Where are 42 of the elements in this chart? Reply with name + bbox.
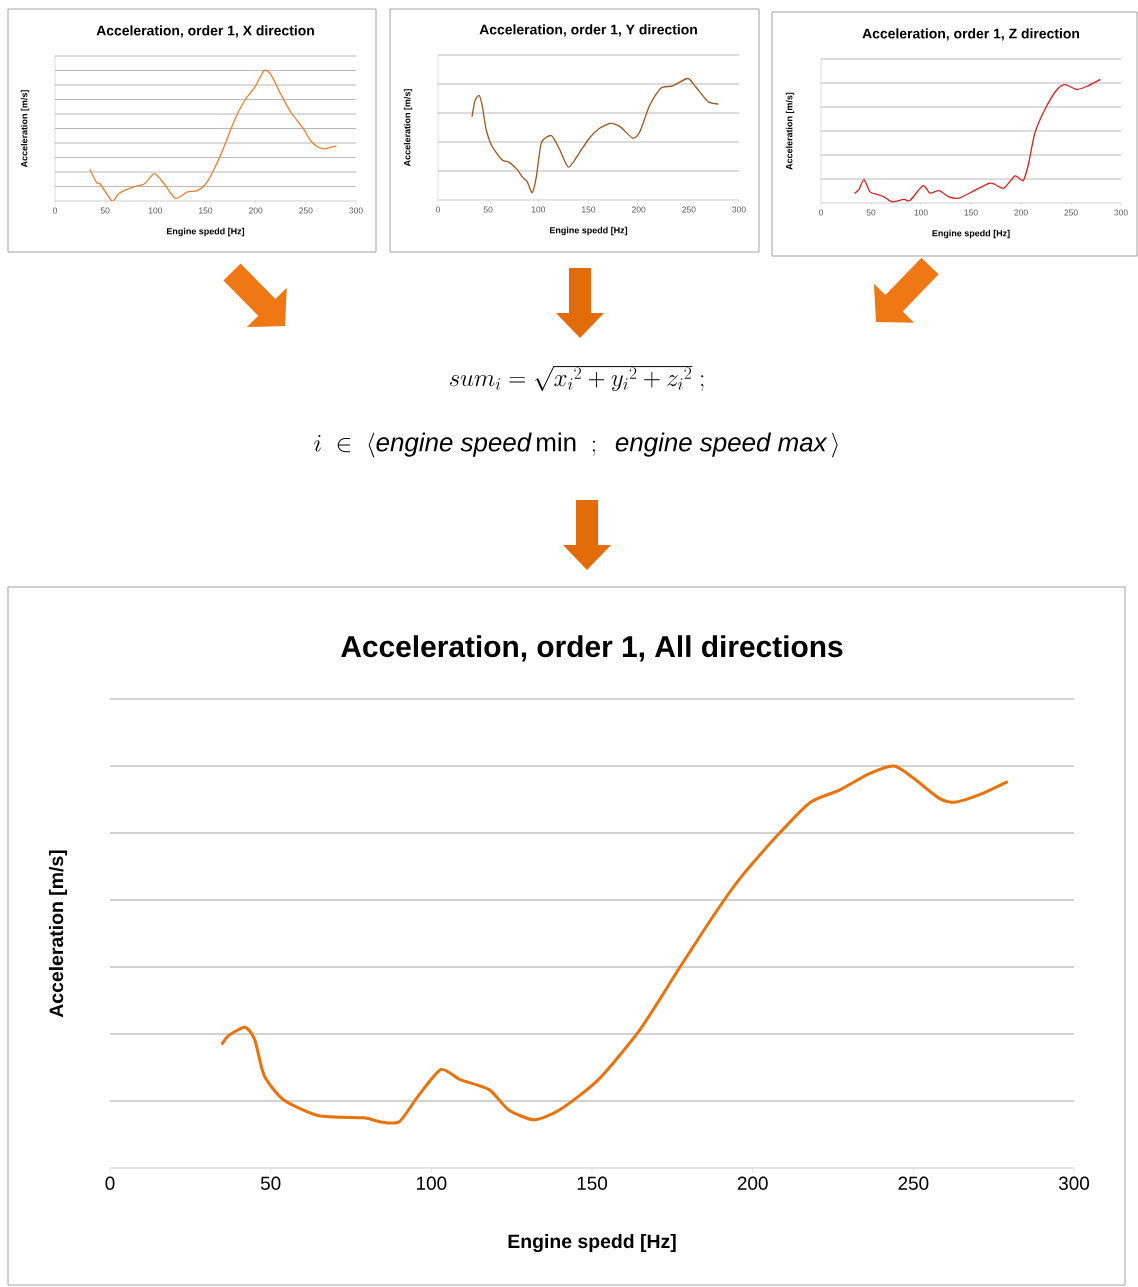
x-tick-label: 200: [249, 207, 263, 214]
x-tick-label: 250: [299, 207, 313, 214]
x-tick-label: 100: [914, 209, 928, 216]
text: $i \;\in\; \langle \mathit{engine\ speed}\,\mathrm{min}\;\;;\;\; \mathit{engine\ speed\ max}\,\rangle$: [314, 432, 838, 458]
x-axis-title: Engine spedd [Hz]: [166, 227, 245, 237]
x-tick-label: 300: [1114, 209, 1128, 216]
chart-title: Acceleration, order 1, Z direction: [862, 28, 1080, 41]
x-tick-label: 250: [1064, 209, 1078, 216]
x-tick-label: 50: [866, 209, 876, 216]
y-axis-title: Acceleration [m/s]: [48, 850, 68, 1018]
x-axis-title: Engine spedd [Hz]: [932, 229, 1010, 239]
text: $sum_i = \sqrt{{x_i}^2 + {y_i}^2 + {z_i}^2}\;;$: [449, 366, 704, 392]
x-tick-label: 300: [1058, 1176, 1090, 1190]
chart-title: Acceleration, order 1, All directions: [341, 635, 843, 662]
x-tick-label: 50: [483, 206, 493, 213]
x-tick-label: 100: [531, 206, 546, 213]
x-tick-label: 100: [416, 1176, 447, 1190]
y-axis-title: Acceleration [m/s]: [20, 90, 30, 168]
x-tick-label: 200: [632, 206, 646, 213]
x-tick-label: 50: [100, 207, 110, 214]
x-tick-label: 100: [148, 207, 163, 214]
y-axis-title: Acceleration [m/s]: [403, 89, 413, 167]
x-tick-label: 0: [52, 207, 58, 214]
x-tick-label: 150: [199, 207, 213, 214]
x-tick-label: 0: [105, 1176, 115, 1190]
x-tick-label: 250: [682, 206, 696, 213]
x-axis-title: Engine spedd [Hz]: [550, 226, 628, 236]
x-tick-label: 250: [898, 1176, 929, 1190]
x-tick-label: 0: [435, 206, 441, 213]
x-tick-label: 150: [577, 1176, 608, 1190]
x-tick-label: 0: [818, 209, 824, 216]
x-axis-title: Engine spedd [Hz]: [508, 1233, 676, 1253]
chart-title: Acceleration, order 1, X direction: [96, 25, 314, 38]
x-tick-label: 150: [964, 209, 978, 216]
x-tick-label: 200: [737, 1176, 768, 1190]
x-tick-label: 50: [260, 1176, 281, 1190]
chart-title: Acceleration, order 1, Y direction: [479, 24, 697, 37]
x-tick-label: 200: [1014, 209, 1028, 216]
y-axis-title: Acceleration [m/s]: [785, 92, 795, 170]
x-tick-label: 300: [732, 206, 746, 213]
x-tick-label: 150: [582, 206, 596, 213]
x-tick-label: 300: [349, 207, 363, 214]
